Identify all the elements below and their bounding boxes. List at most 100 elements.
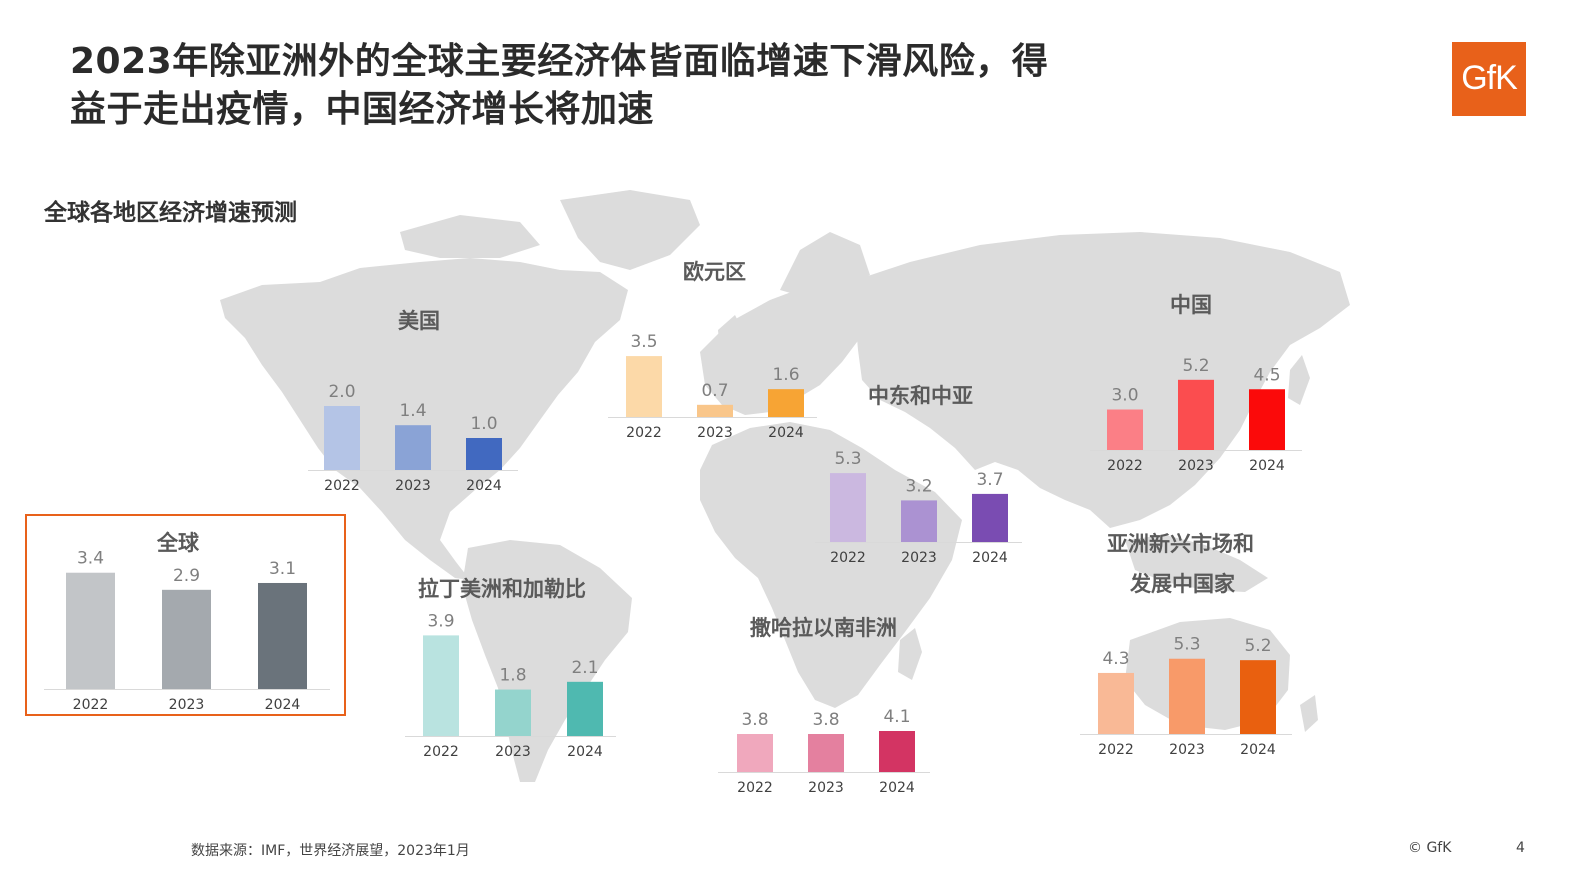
chart-ssa-bar-2022 [737,734,773,772]
map-africa [700,422,962,708]
chart-us: 2.0 2022 1.4 2023 1.0 2024 [308,382,518,494]
chart-latam-value-2022: 3.9 [427,611,454,631]
chart-ssa-value-2024: 4.1 [883,707,910,727]
chart-global-value-2022: 3.4 [77,549,104,569]
chart-mideast-value-2024: 3.7 [976,470,1003,490]
chart-asia: 4.3 2022 5.3 2023 5.2 2024 [1080,635,1292,758]
slide-title-line1: 2023年除亚洲外的全球主要经济体皆面临增速下滑风险，得 [70,41,1049,82]
chart-asia-bar-2022 [1098,672,1134,734]
region-label-us: 美国 [398,309,440,333]
chart-global-category-2023: 2023 [169,697,205,713]
chart-euro-category-2024: 2024 [768,425,804,441]
map-new-zealand [1300,695,1318,732]
region-label-china: 中国 [1170,293,1212,317]
chart-asia-value-2024: 5.2 [1244,636,1271,656]
chart-mideast-bar-2024 [972,493,1008,542]
chart-china-value-2022: 3.0 [1111,386,1138,406]
chart-global-bar-2023 [162,589,211,689]
chart-ssa-value-2022: 3.8 [741,710,768,730]
chart-us-category-2023: 2023 [395,478,431,494]
chart-global-bar-2024 [258,582,307,689]
chart-latam-category-2023: 2023 [495,744,531,760]
chart-latam-value-2024: 2.1 [571,658,598,678]
map-greenland [560,190,700,270]
chart-us-value-2022: 2.0 [328,382,355,402]
chart-asia-category-2024: 2024 [1240,742,1276,758]
chart-euro-bar-2023 [697,404,733,417]
chart-china-bar-2022 [1107,409,1143,450]
chart-mideast-category-2022: 2022 [830,550,866,566]
chart-latam-value-2023: 1.8 [499,666,526,686]
chart-mideast-category-2024: 2024 [972,550,1008,566]
chart-euro-bar-2024 [768,389,804,417]
chart-global-value-2023: 2.9 [173,566,200,586]
chart-us-category-2022: 2022 [324,478,360,494]
chart-asia-category-2023: 2023 [1169,742,1205,758]
chart-euro-value-2022: 3.5 [630,332,657,352]
chart-ssa-value-2023: 3.8 [812,710,839,730]
chart-ssa-bar-2023 [808,734,844,772]
map-south-america [462,540,632,782]
region-label-ssa: 撒哈拉以南非洲 [750,616,897,640]
chart-us-bar-2024 [466,438,502,470]
chart-asia-bar-2023 [1169,658,1205,734]
chart-latam-bar-2024 [567,681,603,736]
copyright: © GfK [1408,840,1452,856]
chart-ssa: 3.8 2022 3.8 2023 4.1 2024 [718,707,930,796]
chart-global: 3.4 2022 2.9 2023 3.1 2024 [44,549,330,713]
chart-global-bar-2022 [66,572,115,689]
chart-us-value-2024: 1.0 [470,414,497,434]
chart-global-category-2024: 2024 [265,697,301,713]
chart-mideast-bar-2023 [901,500,937,542]
region-label-asia-line2: 发展中国家 [1130,572,1235,596]
chart-mideast-value-2023: 3.2 [905,476,932,496]
map-asia [850,232,1350,528]
chart-subtitle: 全球各地区经济增速预测 [44,200,297,226]
chart-mideast-category-2023: 2023 [901,550,937,566]
region-label-euro: 欧元区 [683,260,746,284]
chart-euro-category-2022: 2022 [626,425,662,441]
chart-mideast: 5.3 2022 3.2 2023 3.7 2024 [815,449,1022,566]
chart-us-category-2024: 2024 [466,478,502,494]
chart-global-value-2024: 3.1 [269,559,296,579]
chart-ssa-category-2024: 2024 [879,780,915,796]
chart-latam: 3.9 2022 1.8 2023 2.1 2024 [405,611,616,760]
slide-title: 2023年除亚洲外的全球主要经济体皆面临增速下滑风险，得 益于走出疫情，中国经济… [70,38,1130,134]
region-label-mideast: 中东和中亚 [868,384,973,408]
chart-ssa-category-2023: 2023 [808,780,844,796]
chart-latam-category-2024: 2024 [567,744,603,760]
chart-euro-value-2023: 0.7 [701,381,728,401]
gfk-logo-text: GfK [1461,59,1518,97]
page-number: 4 [1516,840,1525,856]
slide-title-line2: 益于走出疫情，中国经济增长将加速 [70,89,655,130]
map-europe [700,282,870,415]
chart-euro-value-2024: 1.6 [772,365,799,385]
map-southeast-asia [1125,535,1268,592]
chart-euro: 3.5 2022 0.7 2023 1.6 2024 [608,332,817,441]
map-madagascar [898,628,922,680]
chart-china: 3.0 2022 5.2 2023 4.5 2024 [1090,356,1302,474]
chart-china-category-2022: 2022 [1107,458,1143,474]
chart-asia-category-2022: 2022 [1098,742,1134,758]
chart-us-bar-2023 [395,425,431,470]
region-label-global: 全球 [157,531,199,555]
map-scandinavia [780,232,870,300]
chart-china-bar-2024 [1249,389,1285,450]
chart-china-value-2024: 4.5 [1253,365,1280,385]
chart-china-value-2023: 5.2 [1182,356,1209,376]
chart-euro-bar-2022 [626,356,662,417]
chart-mideast-value-2022: 5.3 [834,449,861,469]
chart-global-category-2022: 2022 [73,697,109,713]
chart-asia-bar-2024 [1240,660,1276,734]
chart-us-bar-2022 [324,406,360,470]
region-label-asia-line1: 亚洲新兴市场和 [1107,532,1254,556]
chart-mideast-bar-2022 [830,473,866,542]
region-label-latam: 拉丁美洲和加勒比 [418,577,586,601]
map-japan [1288,355,1310,405]
chart-china-bar-2023 [1178,379,1214,450]
chart-asia-value-2023: 5.3 [1173,635,1200,655]
chart-china-category-2023: 2023 [1178,458,1214,474]
chart-china-category-2024: 2024 [1249,458,1285,474]
map-uk [718,315,745,355]
